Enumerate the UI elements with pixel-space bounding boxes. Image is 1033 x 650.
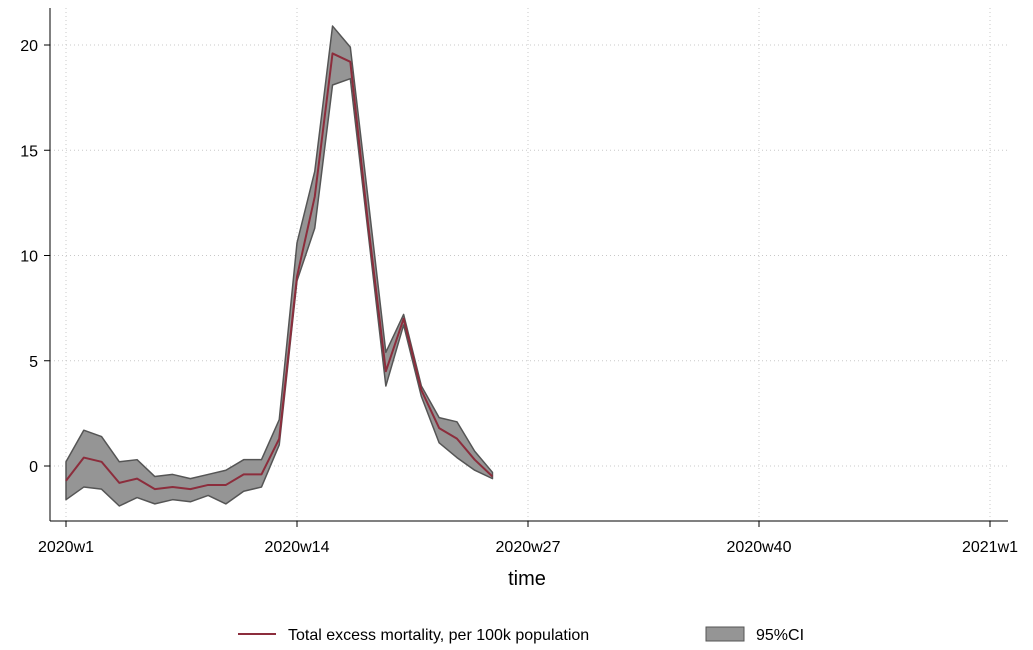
excess-mortality-series-line	[65, 52, 494, 491]
legend-band-label: 95%CI	[756, 627, 804, 644]
y-tick-label: 15	[20, 143, 38, 160]
x-tick-label: 2020w14	[265, 539, 330, 556]
x-tick-label: 2020w27	[496, 539, 561, 556]
x-tick-label: 2020w40	[727, 539, 792, 556]
axes	[44, 8, 1008, 527]
gridlines	[50, 8, 1008, 521]
tick-labels: 0 5 10 15 20 2020w1 2020w14 2020w27 2020w40 2021w…	[20, 38, 1018, 556]
y-tick-label: 10	[20, 249, 38, 266]
y-tick-label: 20	[20, 38, 38, 55]
excess-mortality-line	[65, 52, 494, 491]
legend: Total excess mortality, per 100k populat…	[238, 626, 804, 644]
y-tick-label: 5	[29, 354, 38, 371]
confidence-band	[65, 25, 494, 507]
x-tick-label: 2020w1	[38, 539, 94, 556]
x-tick-label: 2021w1	[962, 539, 1018, 556]
y-tick-label: 0	[29, 459, 38, 476]
confidence-band-area	[65, 25, 494, 507]
x-axis-title: time	[508, 568, 546, 590]
legend-band-swatch	[705, 626, 745, 642]
legend-line-label: Total excess mortality, per 100k populat…	[288, 627, 589, 644]
